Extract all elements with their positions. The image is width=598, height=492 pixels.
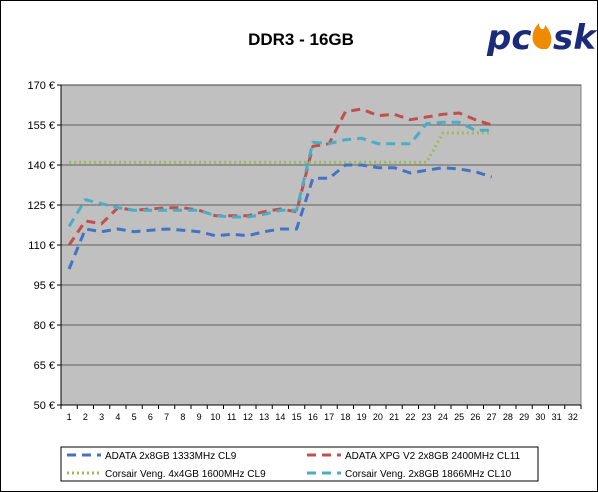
legend-label-2: ADATA XPG V2 2x8GB 2400MHz CL11 (345, 451, 521, 462)
logo-text-right: sk (553, 18, 597, 58)
y-tick-label: 125 € (27, 200, 55, 212)
x-tick-label: 12 (243, 412, 253, 422)
x-tick-label: 5 (132, 412, 137, 422)
x-tick-label: 31 (552, 412, 562, 422)
x-tick-label: 25 (454, 412, 464, 422)
x-tick-label: 8 (180, 412, 185, 422)
legend-label-4: Corsair Veng. 2x8GB 1866MHz CL10 (345, 469, 512, 480)
x-tick-label: 28 (503, 412, 513, 422)
x-tick-label: 9 (197, 412, 202, 422)
y-tick-label: 50 € (34, 400, 55, 412)
x-tick-label: 14 (275, 412, 285, 422)
x-tick-label: 29 (519, 412, 529, 422)
series-line-3 (69, 131, 492, 164)
series-line-1 (67, 163, 493, 270)
series-line-4 (67, 120, 492, 228)
y-tick-label: 65 € (34, 360, 55, 372)
x-tick-label: 6 (148, 412, 153, 422)
plot-area: 50 € 65 € 80 € 95 € 110 € 125 € 140 € 155 € 170 … (27, 80, 582, 422)
x-tick-label: 11 (227, 412, 236, 422)
pcask-logo: pc sk (486, 18, 597, 58)
x-tick-label: 7 (164, 412, 169, 422)
x-tick-label: 21 (389, 412, 399, 422)
y-tick-label: 80 € (34, 320, 55, 332)
y-tick-label: 170 € (27, 80, 55, 92)
x-tick-label: 16 (308, 412, 318, 422)
x-tick-label: 4 (115, 412, 120, 422)
x-tick-label: 17 (324, 412, 334, 422)
x-tick-label: 3 (99, 412, 104, 422)
x-tick-label: 24 (438, 412, 448, 422)
legend: ADATA 2x8GB 1333MHz CL9 ADATA XPG V2 2x8G… (60, 446, 539, 482)
x-tick-label: 15 (292, 412, 302, 422)
x-tick-label: 26 (470, 412, 480, 422)
x-tick-label: 22 (405, 412, 415, 422)
x-tick-label: 20 (373, 412, 383, 422)
x-tick-label: 23 (422, 412, 432, 422)
x-tick-label: 1 (67, 412, 72, 422)
x-tick-label: 18 (340, 412, 350, 422)
x-tick-label: 19 (357, 412, 367, 422)
x-tick-label: 2 (83, 412, 88, 422)
logo-flame-icon (532, 23, 552, 49)
logo-text-left: pc (486, 18, 532, 58)
x-tick-label: 30 (535, 412, 545, 422)
chart-title: DDR3 - 16GB (248, 30, 354, 49)
y-tick-label: 140 € (27, 160, 55, 172)
legend-label-3: Corsair Veng. 4x4GB 1600MHz CL9 (105, 469, 266, 480)
x-tick-label: 10 (210, 412, 220, 422)
x-tick-label: 13 (259, 412, 269, 422)
y-tick-label: 155 € (27, 120, 55, 132)
legend-label-1: ADATA 2x8GB 1333MHz CL9 (105, 451, 237, 462)
legend-box (60, 446, 539, 482)
x-tick-label: 32 (568, 412, 578, 422)
y-tick-label: 95 € (34, 280, 55, 292)
y-tick-label: 110 € (28, 240, 55, 252)
x-tick-label: 27 (487, 412, 497, 422)
